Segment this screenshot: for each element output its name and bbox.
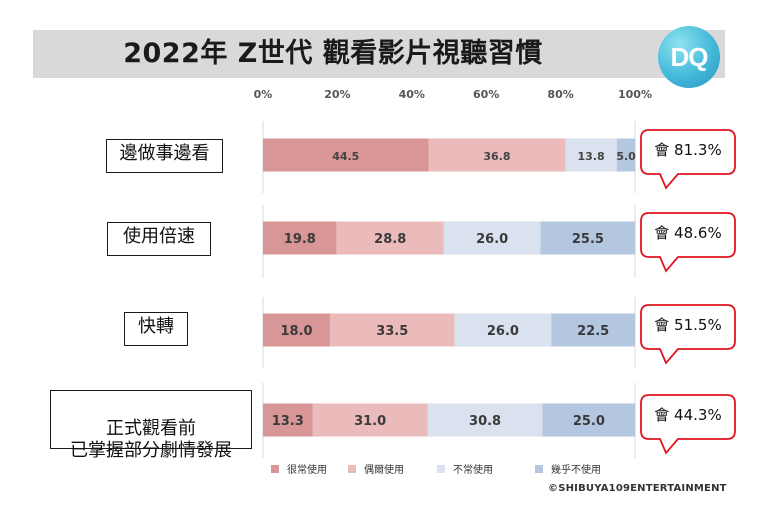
- bar-segment: [551, 313, 635, 347]
- bar-segment: [329, 313, 455, 347]
- bar-segment: [312, 403, 428, 437]
- data-label: 30.8: [469, 414, 501, 429]
- bar-segment: [540, 221, 636, 255]
- x-tick-label: 40%: [399, 88, 425, 101]
- legend-swatch: [437, 465, 445, 473]
- bar-segment: [263, 403, 313, 437]
- data-label: 44.5: [332, 150, 359, 163]
- category-label-text: 快轉: [138, 316, 174, 337]
- callout-bubble: [640, 304, 736, 365]
- data-label: 19.8: [284, 232, 316, 247]
- data-label: 36.8: [483, 150, 510, 163]
- legend-label: 幾乎不使用: [551, 463, 601, 476]
- dq-logo: DQ: [658, 26, 720, 88]
- data-label: 13.3: [272, 414, 304, 429]
- bar-segment: [616, 138, 636, 172]
- data-label: 25.5: [572, 232, 604, 247]
- data-label: 18.0: [280, 324, 312, 339]
- bar-segment: [565, 138, 617, 172]
- callout-text: 會 48.6%: [654, 224, 721, 242]
- category-label-3: 正式觀看前 已掌握部分劇情發展: [50, 390, 252, 461]
- data-label: 25.0: [573, 414, 605, 429]
- bar-segment: [443, 221, 541, 255]
- callout-text: 會 81.3%: [654, 141, 721, 159]
- callout-text: 會 44.3%: [654, 406, 721, 424]
- data-label: 28.8: [374, 232, 406, 247]
- legend-swatch: [348, 465, 356, 473]
- category-label-text: 使用倍速: [123, 226, 195, 247]
- data-label: 22.5: [577, 324, 609, 339]
- legend-swatch: [271, 465, 279, 473]
- callout-bubble: [640, 212, 736, 273]
- category-label-2: 快轉: [124, 312, 188, 346]
- x-tick-label: 100%: [618, 88, 652, 101]
- category-label-text: 正式觀看前 已掌握部分劇情發展: [70, 417, 232, 462]
- callout-text: 會 51.5%: [654, 316, 721, 334]
- bar-segment: [542, 403, 636, 437]
- legend-label: 不常使用: [453, 463, 493, 476]
- bar-segment: [263, 138, 429, 172]
- category-label-0: 邊做事邊看: [106, 139, 223, 173]
- data-label: 13.8: [578, 150, 605, 163]
- x-tick-label: 0%: [254, 88, 273, 101]
- data-label: 26.0: [476, 232, 508, 247]
- title-bar: [33, 30, 725, 78]
- x-tick-label: 80%: [547, 88, 573, 101]
- legend-swatch: [535, 465, 543, 473]
- category-label-text: 邊做事邊看: [119, 143, 210, 164]
- bar-segment: [263, 313, 330, 347]
- data-label: 5.0: [616, 150, 636, 163]
- copyright-text: ©SHIBUYA109ENTERTAINMENT: [548, 483, 727, 494]
- legend-label: 很常使用: [287, 463, 327, 476]
- bar-segment: [336, 221, 444, 255]
- data-label: 26.0: [487, 324, 519, 339]
- callout-bubble: [640, 129, 736, 190]
- category-label-1: 使用倍速: [107, 222, 211, 256]
- bar-segment: [427, 403, 543, 437]
- legend-label: 偶爾使用: [364, 463, 404, 476]
- bar-segment: [263, 221, 337, 255]
- page-title: 2022年 Z世代 觀看影片視聽習慣: [123, 38, 543, 69]
- bar-segment: [428, 138, 566, 172]
- callout-bubble: [640, 394, 736, 455]
- x-tick-label: 20%: [324, 88, 350, 101]
- data-label: 31.0: [354, 414, 386, 429]
- data-label: 33.5: [376, 324, 408, 339]
- bar-segment: [454, 313, 552, 347]
- x-tick-label: 60%: [473, 88, 499, 101]
